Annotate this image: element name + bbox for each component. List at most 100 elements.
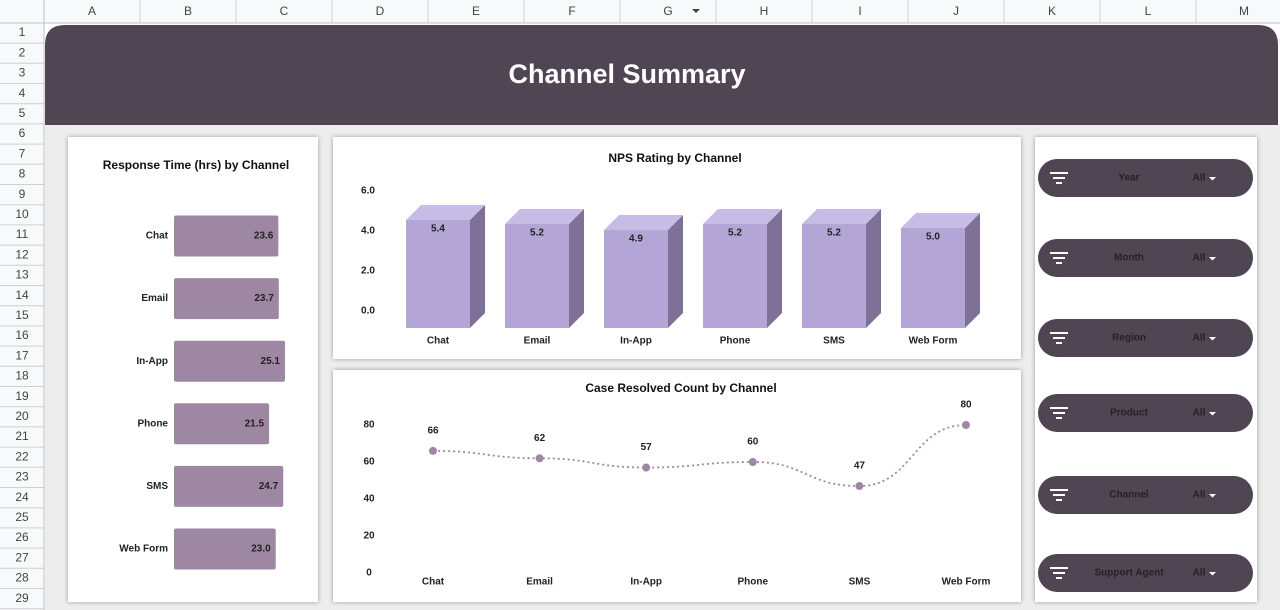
y-tick-label: 80	[363, 420, 375, 431]
data-label: 5.2	[728, 228, 742, 239]
filter-arrow	[1209, 572, 1216, 576]
x-tick-label: Email	[524, 336, 551, 347]
filter-icon	[1050, 567, 1068, 579]
row-header[interactable]: 12	[15, 247, 29, 261]
bar-side	[569, 209, 584, 328]
row-header[interactable]: 19	[15, 389, 29, 403]
filter-value[interactable]: All	[1193, 173, 1206, 184]
bar-top	[802, 209, 881, 224]
data-label: 4.9	[629, 234, 643, 245]
point	[642, 463, 651, 472]
row-header[interactable]: 3	[19, 66, 26, 80]
filter-pill[interactable]	[1038, 239, 1253, 277]
dropdown-arrow[interactable]	[692, 9, 700, 13]
row-header[interactable]: 11	[16, 227, 29, 241]
row-header[interactable]: 2	[19, 45, 26, 59]
data-label: 5.2	[530, 228, 544, 239]
point	[535, 454, 544, 463]
data-label: 5.2	[827, 228, 841, 239]
row-header[interactable]: 22	[15, 449, 29, 463]
data-label: 60	[747, 437, 759, 448]
y-tick-label: In-App	[136, 356, 168, 367]
row-header[interactable]: 28	[15, 571, 29, 585]
filter-value[interactable]: All	[1193, 568, 1206, 579]
row-header[interactable]: 18	[15, 369, 29, 383]
column-header[interactable]: F	[568, 4, 575, 18]
row-header[interactable]: 1	[19, 25, 26, 39]
column-header[interactable]: L	[1145, 4, 1152, 18]
filter-pill[interactable]	[1038, 554, 1253, 592]
column-header[interactable]: H	[760, 4, 769, 18]
data-label: 23.0	[251, 544, 271, 555]
column-header[interactable]: D	[376, 4, 385, 18]
filter-value[interactable]: All	[1193, 333, 1206, 344]
panel	[333, 370, 1021, 602]
row-header[interactable]: 4	[19, 86, 26, 100]
row-header[interactable]: 20	[15, 409, 29, 423]
filter-arrow	[1209, 257, 1216, 261]
x-tick-label: Web Form	[942, 577, 991, 588]
bar	[174, 278, 279, 320]
row-header[interactable]: 27	[15, 550, 29, 564]
bar	[174, 403, 270, 445]
bar-front	[802, 224, 866, 328]
column-header[interactable]: M	[1239, 4, 1249, 18]
chart-title: Case Resolved Count by Channel	[585, 381, 776, 395]
bar	[174, 465, 284, 507]
y-tick-label: 60	[363, 457, 375, 468]
bar	[802, 209, 881, 328]
filter-arrow	[1209, 337, 1216, 341]
row-header[interactable]: 23	[15, 470, 29, 484]
row-header[interactable]: 15	[15, 308, 29, 322]
y-tick-label: Phone	[137, 418, 168, 429]
row-header[interactable]: 6	[19, 126, 26, 140]
column-header[interactable]: E	[472, 4, 480, 18]
row-header[interactable]: 7	[19, 146, 26, 160]
column-header[interactable]: I	[858, 4, 861, 18]
point	[855, 482, 864, 491]
data-label: 47	[854, 461, 866, 472]
row-header[interactable]: 13	[15, 268, 29, 282]
filter-label: Month	[1114, 253, 1144, 264]
filter-icon	[1050, 252, 1068, 264]
row-header[interactable]: 26	[15, 530, 29, 544]
bar	[901, 213, 980, 328]
data-label: 80	[960, 400, 972, 411]
filter-value[interactable]: All	[1193, 490, 1206, 501]
bar	[505, 209, 584, 328]
filter-pill[interactable]	[1038, 476, 1253, 514]
row-header[interactable]: 9	[19, 187, 26, 201]
bar-side	[767, 209, 782, 328]
filter-pill[interactable]	[1038, 159, 1253, 197]
filter-value[interactable]: All	[1193, 408, 1206, 419]
row-header[interactable]: 29	[15, 591, 29, 605]
filter-pill[interactable]	[1038, 394, 1253, 432]
column-header-bar	[0, 0, 1280, 23]
x-tick-label: Phone	[738, 577, 769, 588]
column-header[interactable]: C	[280, 4, 289, 18]
row-header[interactable]: 5	[19, 106, 26, 120]
filter-value[interactable]: All	[1193, 253, 1206, 264]
y-tick-label: 40	[363, 494, 375, 505]
row-header[interactable]: 25	[15, 510, 29, 524]
filter-pill[interactable]	[1038, 319, 1253, 357]
row-header[interactable]: 8	[19, 167, 26, 181]
data-label: 23.6	[254, 231, 274, 242]
bar	[604, 215, 683, 328]
row-header[interactable]: 24	[15, 490, 29, 504]
x-tick-label: Email	[526, 577, 553, 588]
row-header[interactable]: 14	[15, 288, 29, 302]
row-header[interactable]: 21	[15, 429, 29, 443]
column-header[interactable]: G	[663, 4, 672, 18]
row-header[interactable]: 10	[15, 207, 29, 221]
bar-front	[901, 228, 965, 328]
column-header[interactable]: K	[1048, 4, 1056, 18]
column-header[interactable]: A	[88, 4, 96, 18]
point	[748, 458, 757, 466]
row-header[interactable]: 17	[15, 348, 29, 362]
row-header[interactable]: 16	[15, 328, 29, 342]
column-header[interactable]: J	[953, 4, 959, 18]
x-tick-label: Chat	[427, 336, 450, 347]
column-header[interactable]: B	[184, 4, 192, 18]
